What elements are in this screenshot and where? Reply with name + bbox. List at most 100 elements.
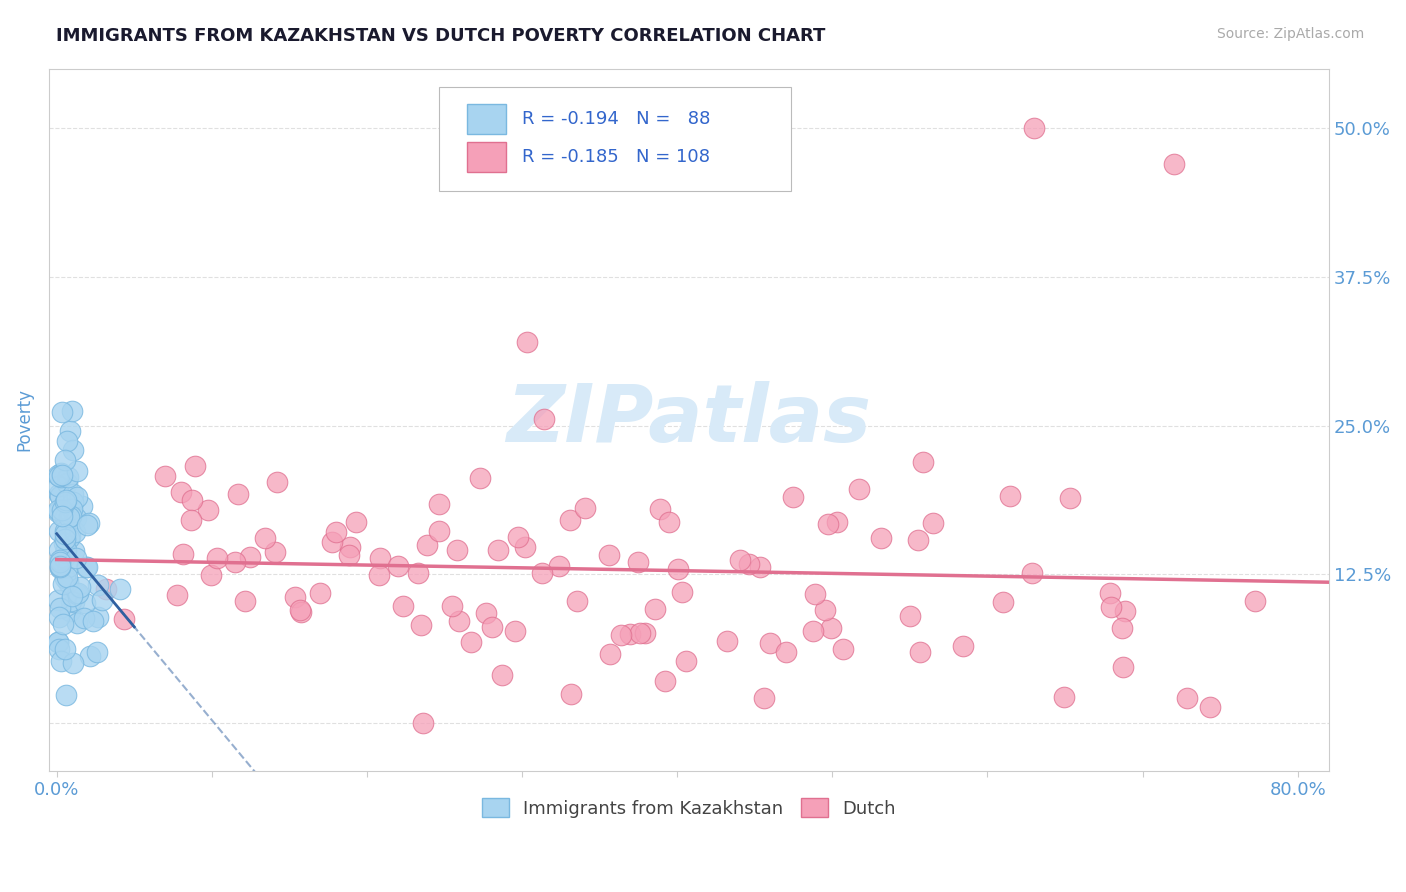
Point <box>53 551 76 566</box>
Point <box>48 469 70 483</box>
Point <box>446 542 468 557</box>
Point <box>53 546 76 560</box>
Point <box>716 633 738 648</box>
Point <box>675 654 697 668</box>
Point <box>367 567 389 582</box>
Point <box>648 502 671 516</box>
Point <box>48 503 70 517</box>
Point <box>668 562 690 576</box>
Point <box>66 490 89 504</box>
FancyBboxPatch shape <box>439 87 792 192</box>
Point <box>48 542 70 557</box>
Point <box>481 619 503 633</box>
Point <box>820 621 842 635</box>
Point <box>200 567 222 582</box>
Point <box>671 584 693 599</box>
Point <box>869 531 891 545</box>
Y-axis label: Poverty: Poverty <box>15 388 32 451</box>
Point <box>49 469 72 483</box>
Point <box>224 555 246 569</box>
Point <box>325 525 347 540</box>
Point <box>66 465 89 479</box>
Point <box>337 548 360 562</box>
Point <box>1099 600 1122 615</box>
Point <box>55 542 77 557</box>
Point <box>848 482 870 496</box>
Point <box>1175 690 1198 705</box>
Point <box>56 434 79 449</box>
Point <box>290 603 312 617</box>
Point <box>832 642 855 657</box>
Point <box>49 555 72 569</box>
Point <box>58 560 80 574</box>
Point <box>817 517 839 532</box>
Point <box>922 516 945 531</box>
Point <box>180 513 202 527</box>
Point <box>51 508 73 523</box>
Bar <box>467 104 506 134</box>
Point <box>609 628 631 642</box>
Point <box>59 593 82 607</box>
Point <box>775 645 797 659</box>
Point <box>59 529 82 543</box>
Point <box>344 515 367 529</box>
Point <box>184 459 207 474</box>
Point <box>503 624 526 639</box>
Point <box>560 513 582 527</box>
Point <box>51 468 73 483</box>
Point <box>75 560 97 574</box>
Point <box>752 691 775 706</box>
Point <box>254 531 277 545</box>
Point <box>266 475 288 489</box>
Point <box>441 599 464 613</box>
Point <box>533 412 555 426</box>
Point <box>48 524 70 538</box>
Point <box>429 524 451 538</box>
Point <box>1114 604 1136 618</box>
Point <box>60 589 83 603</box>
Point <box>87 610 110 624</box>
Point <box>181 493 204 508</box>
Point <box>46 504 69 518</box>
Point <box>460 634 482 648</box>
Point <box>58 531 80 545</box>
Point <box>56 470 79 484</box>
Point <box>96 582 118 597</box>
Point <box>48 641 70 656</box>
Point <box>599 647 621 661</box>
Text: R = -0.194   N =   88: R = -0.194 N = 88 <box>523 110 711 128</box>
Point <box>993 595 1015 609</box>
Point <box>49 552 72 566</box>
Point <box>1022 121 1045 136</box>
Point <box>62 494 84 508</box>
Point <box>65 550 87 565</box>
Point <box>63 595 86 609</box>
Point <box>1059 491 1081 505</box>
Point <box>644 602 666 616</box>
Point <box>634 626 657 640</box>
Point <box>391 599 413 614</box>
Point <box>52 576 75 591</box>
Point <box>63 544 86 558</box>
Point <box>48 489 70 503</box>
Point <box>284 591 307 605</box>
Point <box>76 518 98 533</box>
Point <box>169 485 191 500</box>
Point <box>447 614 470 628</box>
Point <box>60 502 83 516</box>
Point <box>53 524 76 539</box>
Point <box>737 557 759 571</box>
Text: IMMIGRANTS FROM KAZAKHSTAN VS DUTCH POVERTY CORRELATION CHART: IMMIGRANTS FROM KAZAKHSTAN VS DUTCH POVE… <box>56 27 825 45</box>
Point <box>513 540 536 554</box>
Point <box>412 716 434 731</box>
Point <box>63 525 86 540</box>
Point <box>82 615 104 629</box>
Point <box>90 592 112 607</box>
Point <box>409 618 432 632</box>
Point <box>76 560 98 574</box>
Point <box>516 334 538 349</box>
Point <box>749 560 772 574</box>
Point <box>548 559 571 574</box>
Point <box>290 605 312 619</box>
Text: Source: ZipAtlas.com: Source: ZipAtlas.com <box>1216 27 1364 41</box>
